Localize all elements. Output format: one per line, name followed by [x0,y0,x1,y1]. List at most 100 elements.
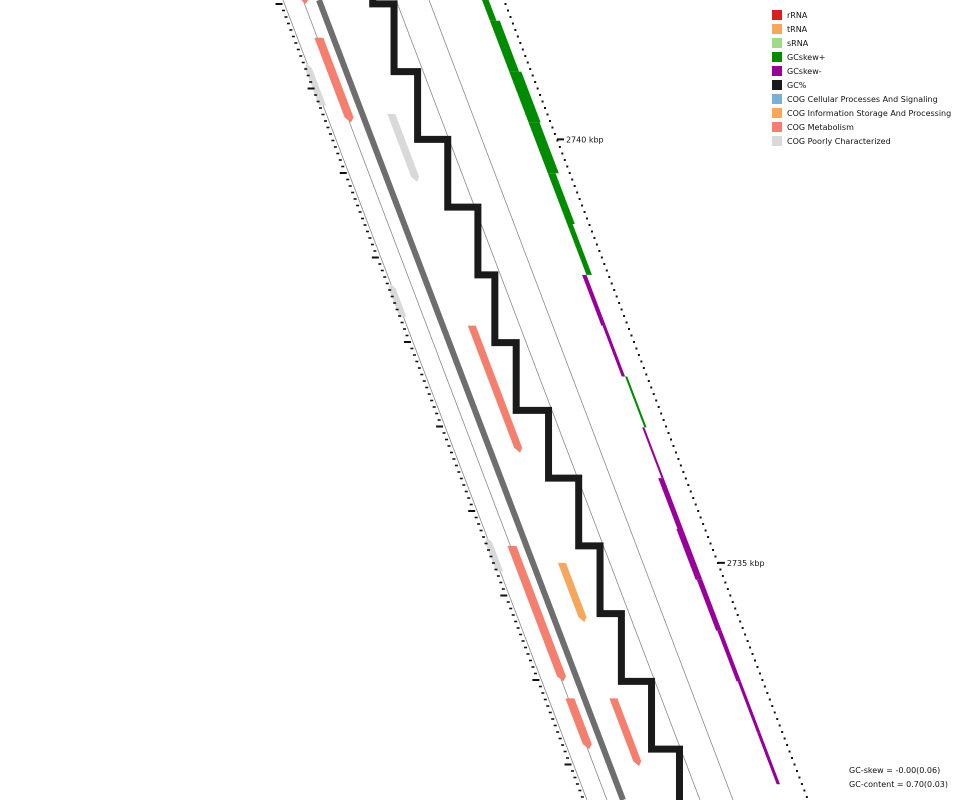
scale-dot [707,536,710,538]
scale-dot [524,55,527,57]
scale-dot [795,770,798,772]
scale-dot [593,237,596,239]
legend-item: sRNA [772,36,951,50]
scale-dot [628,328,631,330]
legend-label: tRNA [787,24,808,34]
gc-skew-bar [567,224,592,275]
scale-dot [724,581,727,584]
scale-dot [766,692,769,694]
scale-dot [598,250,601,252]
gene-feature [557,562,587,623]
scale-dot [588,224,591,226]
scale-dot [531,74,534,77]
gc-content-track [369,0,683,800]
legend-label: GCskew- [787,66,822,76]
gc-skew-bar [696,579,722,631]
scale-dot [692,497,695,499]
genome-backbone [316,0,626,800]
scale-dot [674,451,677,454]
scale-dot [581,204,584,207]
scale-dot [509,16,512,18]
scale-dot [803,789,806,792]
scale-dot [558,146,561,148]
gc-skew-bar [717,630,741,682]
scale-dot [637,354,640,356]
scale-dot [761,679,764,681]
scale-dot [682,471,685,473]
legend-label: GC% [787,80,807,90]
gc-content-stat: GC-content = 0.70(0.03) [849,780,948,789]
legend-label: sRNA [787,38,809,48]
legend-label: rRNA [787,10,808,20]
gc-skew-bar [582,274,606,326]
scale-dot [586,217,589,220]
scale-tick-label: 2740 kbp [566,135,604,144]
scale-dot [603,263,606,265]
gc-skew-bar [658,478,684,529]
scale-dot [768,698,771,701]
gene-feature [301,0,308,4]
scale-dot [561,152,564,155]
scale-dot [709,542,712,545]
gc-skew-bar [625,376,647,428]
scale-dot [798,776,801,779]
scale-dot [613,289,616,291]
scale-dot [672,445,675,447]
scale-dot [753,659,756,662]
scale-tick-label: 2735 kbp [727,559,765,568]
legend-item: GCskew- [772,64,951,78]
legend-swatch [772,80,782,90]
scale-dot [544,107,547,109]
scale-dot [667,432,670,434]
scale-dot [670,438,673,441]
scale-dot [744,633,747,636]
gene-feature [304,63,327,106]
scale-dot [526,61,529,64]
guide-line [395,0,701,800]
legend-item: COG Cellular Processes And Signaling [772,92,951,106]
scale-dot [578,198,581,200]
scale-dot [536,87,539,90]
scale-dot [521,48,524,51]
scale-dot [610,282,613,285]
scale-dot [657,406,660,408]
scale-dot [566,165,569,168]
legend-swatch [772,24,782,34]
gc-skew-bar [482,0,497,21]
scale-dot [677,458,680,460]
scale-dot [506,9,509,12]
legend-label: COG Poorly Characterized [787,136,891,146]
scale-dot [726,588,729,590]
gc-skew-track [482,0,781,785]
gene-feature [467,325,523,453]
scale-dot [571,178,574,181]
scale-dot [751,653,754,655]
scale-dot [539,94,542,96]
backbone-line [316,0,626,800]
gene-features [301,0,642,767]
scale-dot [556,139,559,142]
gc-skew-bar [528,122,559,174]
scale-dot [608,276,611,278]
legend-label: COG Metabolism [787,122,854,132]
scale-dot [655,399,658,402]
legend-item: COG Information Storage And Processing [772,106,951,120]
scale-dot [771,705,774,707]
legend-item: GC% [772,78,951,92]
gene-feature [314,37,354,123]
scale-dot [805,796,808,798]
gc-skew-bar [602,325,626,377]
scale-dot [650,386,653,389]
scale-dot [573,185,576,187]
gene-feature [565,698,592,750]
gc-skew-bar [756,732,781,785]
scale-dot [793,763,796,766]
scale-dot [541,100,544,103]
legend-item: COG Metabolism [772,120,951,134]
gc-content-line [369,0,683,800]
scale-dot [734,607,737,610]
scale-dot [618,302,621,304]
legend-item: GCskew+ [772,50,951,64]
legend-swatch [772,122,782,132]
scale-dot [625,321,628,324]
